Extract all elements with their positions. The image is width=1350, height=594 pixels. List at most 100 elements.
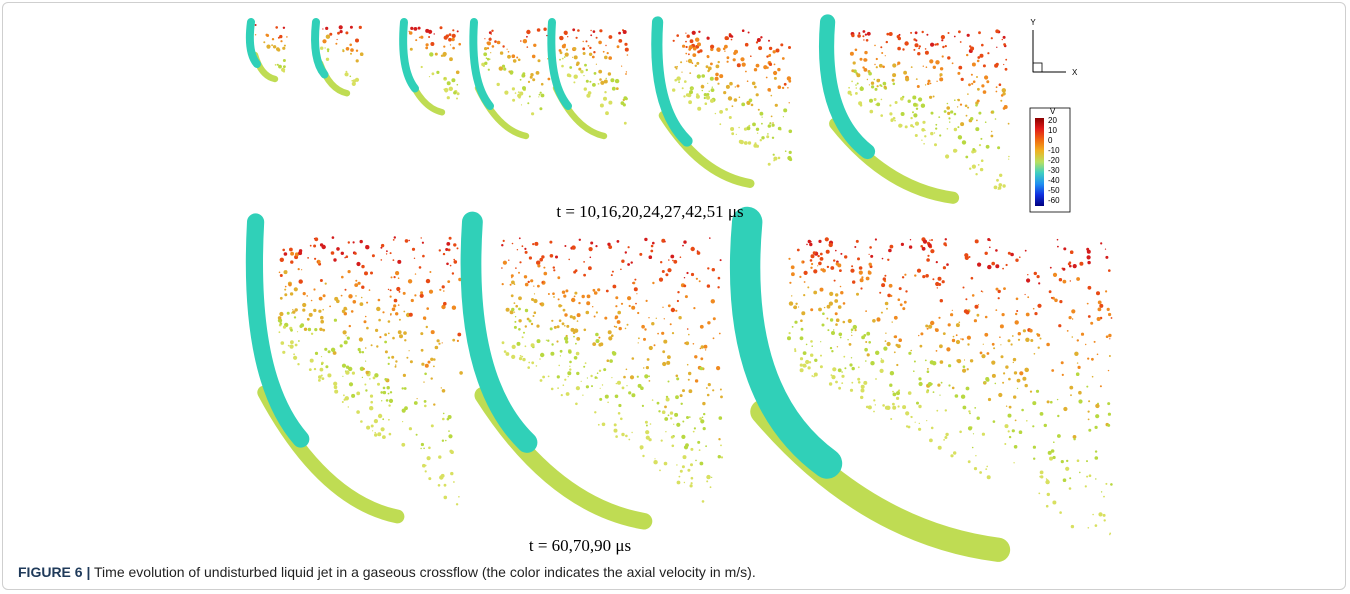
droplet	[560, 350, 563, 353]
droplet	[980, 168, 983, 171]
droplet	[728, 96, 732, 100]
droplet	[682, 421, 684, 423]
droplet	[426, 326, 428, 328]
droplet	[995, 118, 997, 120]
droplet	[857, 34, 861, 38]
droplet	[266, 45, 270, 49]
droplet	[918, 405, 921, 408]
droplet	[397, 260, 401, 264]
droplet	[684, 80, 687, 83]
droplet	[841, 382, 843, 384]
droplet	[866, 39, 869, 42]
droplet	[945, 45, 947, 47]
droplet	[599, 370, 601, 372]
droplet	[919, 45, 921, 47]
droplet	[277, 64, 279, 66]
droplet	[576, 37, 578, 39]
droplet	[952, 339, 955, 342]
droplet	[967, 336, 971, 340]
droplet	[624, 122, 627, 125]
droplet	[615, 305, 617, 307]
droplet	[700, 357, 703, 360]
droplet	[328, 350, 331, 353]
droplet	[837, 263, 841, 267]
droplet	[968, 83, 971, 86]
droplet	[978, 304, 979, 305]
droplet	[609, 35, 613, 39]
droplet	[574, 55, 578, 59]
droplet	[820, 257, 824, 261]
droplet	[984, 333, 988, 337]
droplet	[456, 503, 458, 505]
droplet	[345, 289, 347, 291]
droplet	[673, 260, 677, 264]
droplet	[1002, 268, 1004, 270]
droplet	[778, 157, 781, 160]
droplet	[360, 302, 364, 306]
droplet	[890, 418, 892, 420]
droplet	[666, 398, 670, 402]
droplet	[640, 445, 644, 449]
droplet	[996, 91, 998, 93]
droplet	[757, 38, 761, 42]
droplet	[683, 95, 685, 97]
droplet	[575, 403, 578, 406]
droplet	[662, 362, 666, 366]
droplet	[365, 316, 367, 318]
droplet	[646, 436, 650, 440]
droplet	[683, 285, 686, 288]
droplet	[561, 305, 563, 307]
droplet	[429, 52, 433, 56]
droplet	[679, 476, 681, 478]
droplet	[709, 237, 711, 239]
droplet	[1107, 308, 1110, 311]
droplet	[572, 57, 573, 58]
droplet	[627, 263, 630, 266]
droplet	[682, 45, 685, 48]
droplet	[435, 346, 439, 350]
droplet	[529, 96, 531, 98]
droplet	[354, 252, 357, 255]
droplet	[384, 333, 387, 336]
droplet	[772, 122, 774, 124]
figure: Y X V 20100-10-20-30-40-50-60 t = 10,16,…	[0, 0, 1350, 594]
droplet	[334, 319, 337, 322]
droplet	[552, 292, 555, 295]
droplet	[851, 328, 854, 331]
droplet	[886, 308, 888, 310]
droplet	[675, 310, 677, 312]
droplet	[970, 359, 973, 362]
droplet	[292, 310, 295, 313]
droplet	[1057, 399, 1058, 400]
droplet	[538, 59, 541, 62]
droplet	[939, 134, 941, 136]
droplet	[1108, 269, 1111, 272]
droplet	[831, 331, 835, 335]
droplet	[865, 34, 867, 36]
droplet	[882, 258, 884, 260]
droplet	[657, 402, 660, 405]
droplet	[340, 30, 343, 33]
droplet	[1069, 487, 1072, 490]
droplet	[1059, 511, 1062, 514]
droplet	[1008, 414, 1012, 418]
droplet	[576, 386, 580, 390]
droplet	[947, 56, 950, 59]
droplet	[618, 32, 621, 35]
droplet	[430, 42, 434, 46]
droplet	[696, 278, 698, 280]
droplet	[868, 271, 872, 275]
droplet	[980, 138, 982, 140]
droplet	[551, 388, 554, 391]
droplet	[868, 341, 871, 344]
droplet	[919, 382, 923, 386]
droplet	[586, 40, 588, 42]
droplet	[914, 361, 916, 363]
droplet	[881, 358, 882, 359]
droplet	[376, 307, 380, 311]
droplet	[453, 91, 456, 94]
droplet	[989, 247, 991, 249]
droplet	[641, 449, 642, 450]
droplet	[544, 272, 548, 276]
droplet	[421, 237, 422, 238]
